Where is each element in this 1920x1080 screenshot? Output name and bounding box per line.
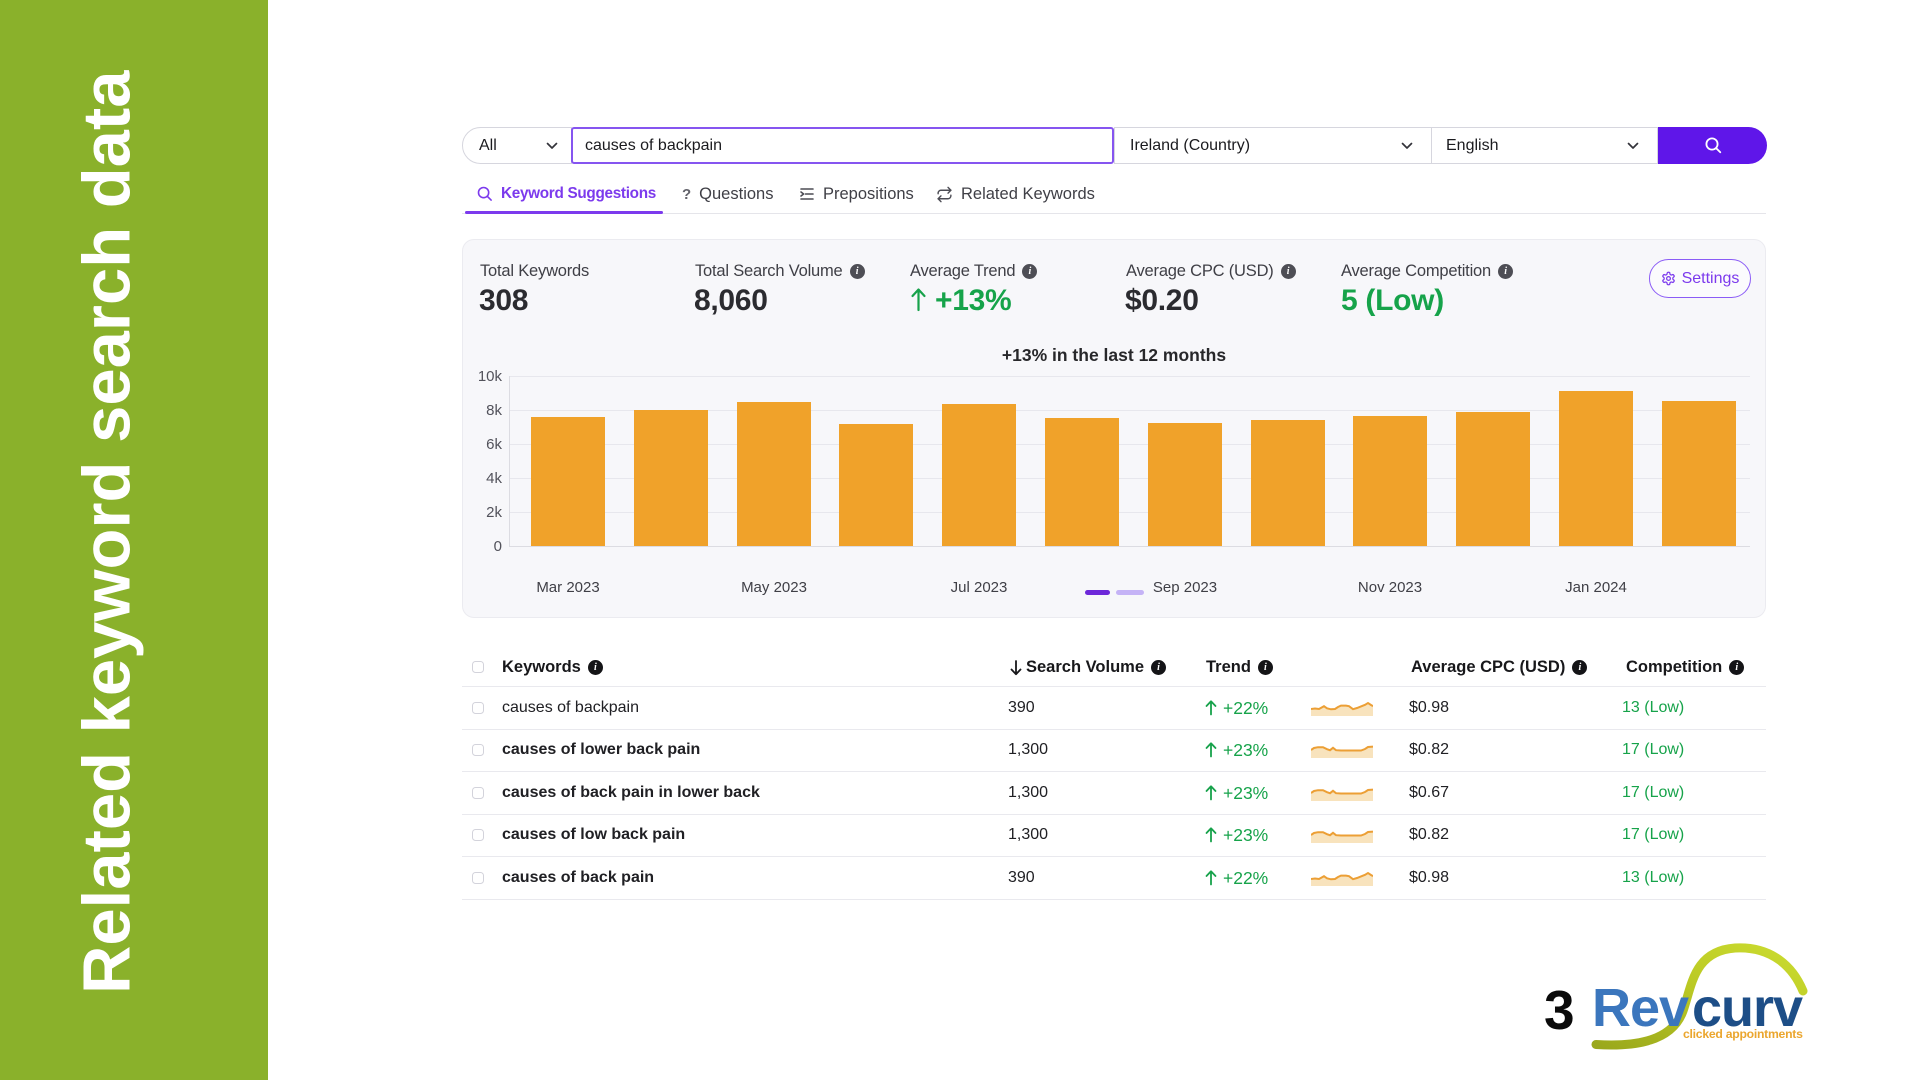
svg-text:curv: curv — [1692, 978, 1803, 1038]
svg-text:clicked appointments: clicked appointments — [1683, 1027, 1803, 1041]
svg-text:Rev: Rev — [1592, 978, 1689, 1038]
